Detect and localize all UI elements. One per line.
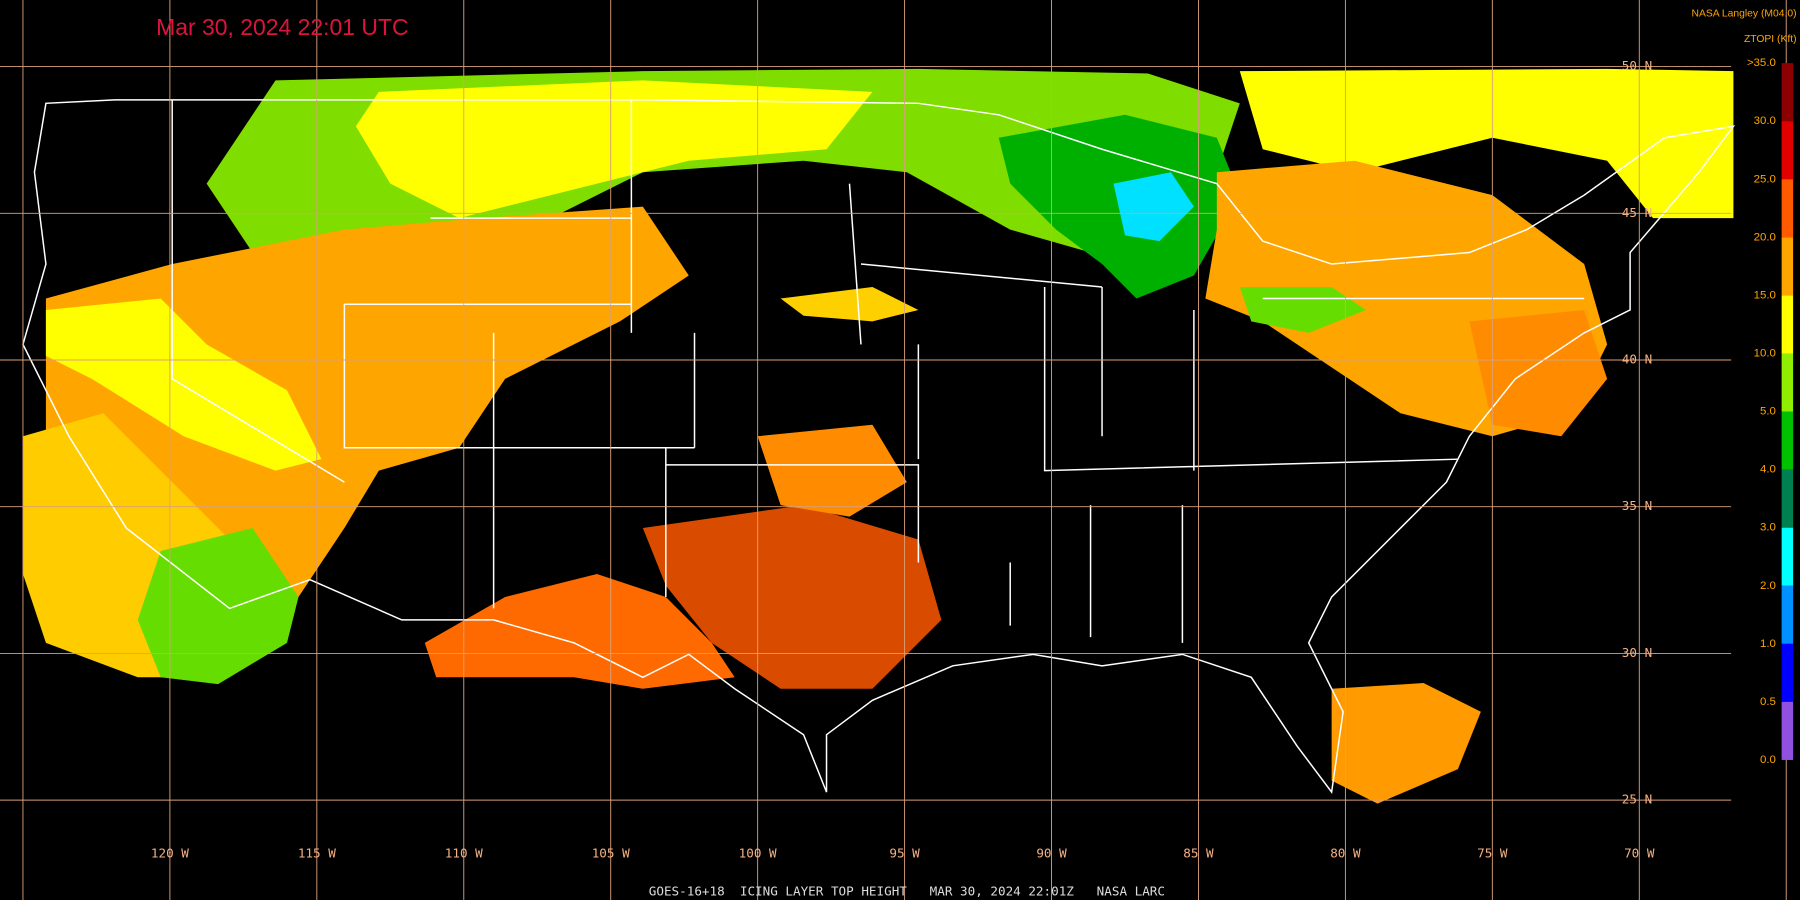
colorbar-segment: [1781, 701, 1794, 760]
colorbar-label: 10.0: [1754, 348, 1776, 360]
latitude-label: 40 N: [1622, 352, 1652, 367]
colorbar-label: 30.0: [1754, 115, 1776, 127]
credit: NASA Langley (M04.0): [1691, 9, 1796, 20]
longitude-label: 115 W: [298, 846, 336, 861]
latitude-label: 50 N: [1622, 58, 1652, 73]
colorbar: >35.0 30.0 25.0 20.0 15.0 10.0 5.0 4.0 3.0 2.0 1.0…: [1747, 57, 1794, 766]
colorbar-label: >35.0: [1747, 57, 1776, 69]
colorbar-label: 4.0: [1760, 464, 1776, 476]
latitude-label: 30 N: [1622, 645, 1652, 660]
longitude-label: 90 W: [1036, 846, 1067, 861]
colorbar-segment: [1781, 63, 1794, 122]
longitude-label: 95 W: [889, 846, 920, 861]
us-outline: [22, 99, 1736, 794]
product-code: ZTOPI (Kft): [1744, 34, 1797, 45]
longitude-label: 85 W: [1183, 846, 1214, 861]
colorbar-label: 15.0: [1754, 289, 1776, 301]
map-title: Mar 30, 2024 22:01 UTC: [156, 14, 408, 40]
colorbar-segment: [1781, 411, 1794, 470]
colorbar-label: 0.5: [1760, 696, 1776, 708]
longitude-label: 105 W: [592, 846, 630, 861]
colorbar-segment: [1781, 527, 1794, 586]
colorbar-label: 3.0: [1760, 522, 1776, 534]
colorbar-label: 25.0: [1754, 173, 1776, 185]
colorbar-label: 1.0: [1760, 638, 1776, 650]
boundaries: [22, 99, 1736, 794]
longitude-label: 120 W: [151, 846, 189, 861]
colorbar-segment: [1781, 469, 1794, 528]
colorbar-segment: [1781, 643, 1794, 702]
longitude-label: 100 W: [739, 846, 777, 861]
latitude-label: 35 N: [1622, 498, 1652, 513]
colorbar-segment: [1781, 121, 1794, 180]
colorbar-segment: [1781, 237, 1794, 296]
longitude-label: 110 W: [445, 846, 483, 861]
longitude-label: 70 W: [1624, 846, 1655, 861]
longitude-label: 75 W: [1477, 846, 1508, 861]
colorbar-segment: [1781, 179, 1794, 238]
colorbar-label: 5.0: [1760, 406, 1776, 418]
state-lines: [171, 99, 1585, 643]
colorbar-segment: [1781, 585, 1794, 644]
colorbar-segment: [1781, 295, 1794, 354]
latitude-label: 45 N: [1622, 205, 1652, 220]
latitude-label: 25 N: [1622, 792, 1652, 807]
longitude-label: 80 W: [1330, 846, 1361, 861]
footer: GOES-16+18 ICING LAYER TOP HEIGHT MAR 30…: [649, 883, 1165, 898]
colorbar-label: 2.0: [1760, 580, 1776, 592]
colorbar-label: 20.0: [1754, 231, 1776, 243]
colorbar-label: 0.0: [1760, 754, 1776, 766]
colorbar-segment: [1781, 353, 1794, 412]
